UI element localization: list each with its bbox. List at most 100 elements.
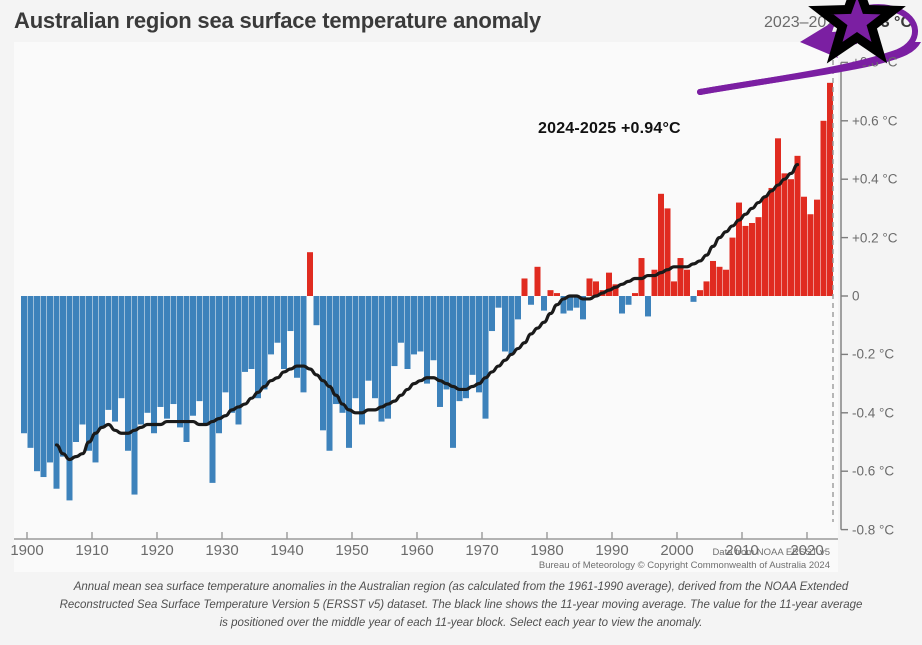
bar-1908[interactable]	[73, 296, 79, 442]
bar-1914[interactable]	[112, 296, 118, 422]
bar-1961[interactable]	[417, 296, 424, 352]
bar-1938[interactable]	[268, 296, 274, 355]
bar-1936[interactable]	[255, 296, 261, 399]
bar-1998[interactable]	[658, 193, 664, 296]
bar-1967[interactable]	[456, 296, 463, 402]
chart-plot-area[interactable]: 2024-2025 +0.94°C Data from NOAA ERSST v…	[0, 42, 922, 572]
bar-1979[interactable]	[534, 266, 541, 296]
bar-1993[interactable]	[625, 296, 632, 305]
bar-1929[interactable]	[209, 296, 216, 483]
bar-2016[interactable]	[775, 138, 781, 296]
bar-1949[interactable]	[339, 296, 346, 413]
bar-1956[interactable]	[385, 296, 391, 419]
bar-1902[interactable]	[34, 296, 40, 472]
bar-1932[interactable]	[229, 296, 235, 413]
bar-1905[interactable]	[53, 296, 60, 489]
bar-2006[interactable]	[710, 260, 716, 296]
bar-1976[interactable]	[515, 296, 521, 320]
bar-2004[interactable]	[697, 290, 703, 296]
bar-1903[interactable]	[40, 296, 47, 478]
bar-1955[interactable]	[378, 296, 385, 422]
bar-1948[interactable]	[333, 296, 339, 405]
bar-1960[interactable]	[411, 296, 417, 355]
bar-1974[interactable]	[502, 296, 508, 352]
bar-1915[interactable]	[118, 296, 125, 399]
bar-2023[interactable]	[820, 120, 827, 296]
bar-1916[interactable]	[125, 296, 131, 451]
bar-1992[interactable]	[619, 296, 625, 314]
bar-2015[interactable]	[768, 187, 775, 296]
bar-1946[interactable]	[320, 296, 326, 431]
bar-1930[interactable]	[216, 296, 222, 434]
bar-1900[interactable]	[21, 296, 27, 434]
bar-2001[interactable]	[677, 258, 684, 296]
bar-1910[interactable]	[86, 296, 92, 451]
bar-1924[interactable]	[177, 296, 183, 428]
bar-1963[interactable]	[430, 296, 437, 361]
bar-1921[interactable]	[157, 296, 164, 407]
bar-1966[interactable]	[450, 296, 456, 448]
bar-1985[interactable]	[573, 296, 580, 308]
bar-1954[interactable]	[372, 296, 378, 399]
bar-1981[interactable]	[547, 290, 554, 296]
bar-1959[interactable]	[404, 296, 411, 369]
bar-2020[interactable]	[801, 196, 807, 296]
bar-1912[interactable]	[99, 296, 105, 428]
bar-1982[interactable]	[554, 293, 560, 296]
bar-1947[interactable]	[326, 296, 333, 451]
bar-1994[interactable]	[632, 293, 638, 296]
bar-2000[interactable]	[671, 281, 677, 296]
bar-1986[interactable]	[580, 296, 586, 320]
bar-1920[interactable]	[151, 296, 157, 434]
bar-1950[interactable]	[346, 296, 352, 448]
bar-2017[interactable]	[781, 173, 788, 296]
bar-1997[interactable]	[651, 269, 658, 296]
bar-2010[interactable]	[736, 202, 742, 296]
bar-1973[interactable]	[495, 296, 502, 308]
bar-2008[interactable]	[723, 269, 729, 296]
bar-1945[interactable]	[313, 296, 320, 326]
bar-2002[interactable]	[684, 269, 690, 296]
bar-2024[interactable]	[827, 82, 833, 296]
bar-1907[interactable]	[66, 296, 73, 501]
bar-1901[interactable]	[27, 296, 34, 448]
bars-group[interactable]	[21, 82, 833, 501]
bar-2005[interactable]	[703, 281, 710, 296]
bar-2012[interactable]	[749, 223, 755, 296]
bar-1977[interactable]	[521, 278, 528, 296]
bar-2021[interactable]	[807, 214, 814, 296]
bar-1917[interactable]	[131, 296, 138, 495]
bar-1934[interactable]	[242, 296, 248, 372]
bar-1984[interactable]	[567, 296, 573, 311]
bar-2013[interactable]	[755, 217, 762, 296]
bar-1988[interactable]	[593, 281, 599, 296]
bar-1962[interactable]	[424, 296, 430, 384]
bar-1918[interactable]	[138, 296, 144, 425]
bar-1971[interactable]	[482, 296, 489, 419]
bar-1964[interactable]	[437, 296, 443, 407]
bar-1923[interactable]	[170, 296, 177, 405]
bar-1965[interactable]	[443, 296, 450, 390]
sst-anomaly-bar-chart[interactable]	[0, 42, 922, 572]
bar-1904[interactable]	[47, 296, 53, 463]
bar-1922[interactable]	[164, 296, 170, 419]
bar-1983[interactable]	[560, 296, 567, 314]
bar-1943[interactable]	[300, 296, 307, 393]
bar-1906[interactable]	[60, 296, 66, 457]
bar-1969[interactable]	[469, 296, 476, 375]
bar-1913[interactable]	[105, 296, 112, 410]
bar-1944[interactable]	[307, 252, 313, 296]
bar-1939[interactable]	[274, 296, 281, 343]
bar-1935[interactable]	[248, 296, 255, 369]
bar-1927[interactable]	[196, 296, 203, 402]
bar-2003[interactable]	[690, 296, 697, 302]
bar-1980[interactable]	[541, 296, 547, 311]
bar-2022[interactable]	[814, 199, 820, 296]
bar-2009[interactable]	[729, 237, 736, 296]
bar-1933[interactable]	[235, 296, 242, 425]
bar-1942[interactable]	[294, 296, 300, 378]
bar-1975[interactable]	[508, 296, 515, 355]
bar-1911[interactable]	[92, 296, 99, 463]
bar-2011[interactable]	[742, 225, 749, 296]
bar-1999[interactable]	[664, 208, 671, 296]
